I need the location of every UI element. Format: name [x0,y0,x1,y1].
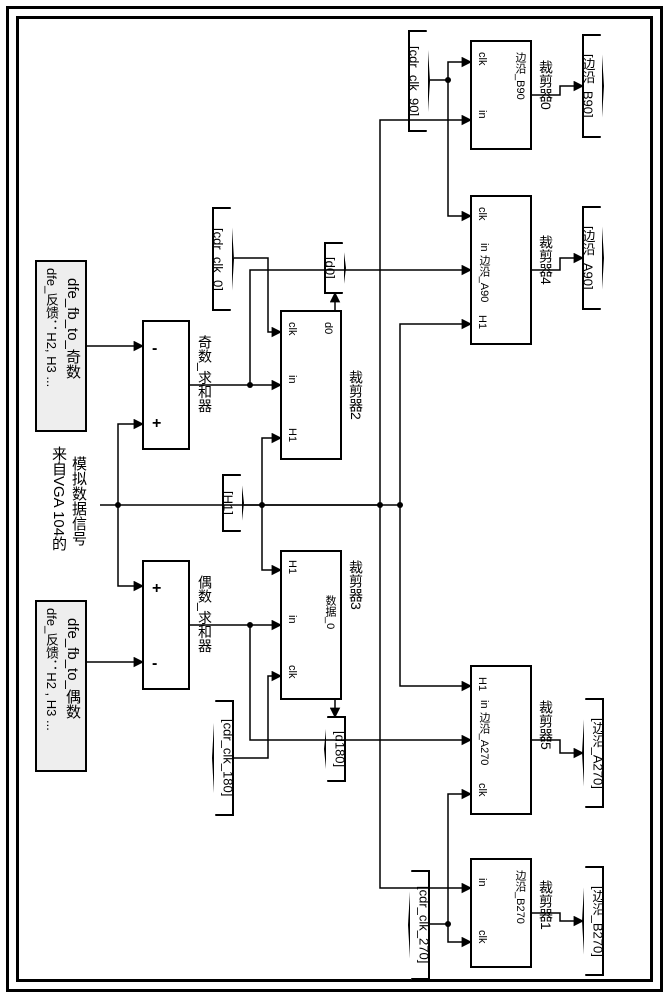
cdr-clk-270: [cdr_clk_270] [408,870,430,980]
edge-a270-tag: [边沿_A270] [582,698,604,808]
edge-b90-tag: [边沿_B90] [582,34,604,138]
slicer2-label: 裁剪器2 [346,370,366,420]
inner-frame [16,16,653,982]
dfe-fb-even-l2: dfe_fb_to_偶数 [62,618,83,719]
s3-out: 数据_0 [322,595,338,629]
s3-h1: H1 [286,560,298,574]
s4-h1: H1 [476,315,488,329]
odd-summer-label: 奇数_求和器 [195,335,215,413]
analog-l2: 模拟数据信号 [68,456,89,546]
dot [247,382,253,388]
s1-out: 边沿_B270 [512,870,528,924]
s3-clk: clk [286,665,298,678]
dot [445,77,451,83]
even-plus: + [152,580,161,598]
slicer1-label: 裁剪器1 [536,880,556,930]
s3-in: in [286,615,298,624]
analog-l1: 来自VGA 104的 [48,446,69,551]
even-summer [142,560,190,690]
even-minus: - [152,655,157,673]
dfe-fb-odd-l2: dfe_fb_to_奇数 [62,278,83,379]
slicer3-label: 裁剪器3 [346,560,366,610]
slicer4-label: 裁剪器4 [536,235,556,285]
s5-clk: clk [476,783,488,796]
s5-in: in 边沿_A270 [476,700,492,765]
s0-clk: clk [476,52,488,65]
edge-b270-tag: [边沿_B270] [582,866,604,976]
edge-a90-tag: [边沿_A90] [582,206,604,310]
d0-tag: [d0] [324,242,346,294]
s0-out: 边沿_B90 [512,52,528,100]
cdr-clk-180: [cdr_clk_180] [212,700,234,816]
d180-tag: [d180] [324,716,346,782]
dot [247,622,253,628]
s2-d0: d0 [322,322,334,334]
odd-plus: + [152,415,161,433]
even-summer-label: 偶数_求和器 [195,575,215,653]
slicer5-label: 裁剪器5 [536,700,556,750]
dot [259,502,265,508]
s0-in: in [476,110,488,119]
cdr-clk-90: [cdr_clk_90] [408,30,430,132]
s1-in: in [476,878,488,887]
dot [377,502,383,508]
h1-tag: [H1] [222,474,244,532]
s5-h1: H1 [476,677,488,691]
s4-in: in 边沿_A90 [476,243,492,302]
cdr-clk-0: [cdr_clk_0] [212,207,234,311]
s2-in: in [286,375,298,384]
dfe-fb-odd-l1: dfe_反馈：H2, H3 ... [42,268,61,387]
dot [115,502,121,508]
dfe-fb-even-l1: dfe_反馈：H2 , H3 ... [42,608,61,731]
slicer0-label: 裁剪器0 [536,60,556,110]
odd-minus: - [152,340,157,358]
dot [445,921,451,927]
s2-h1: H1 [286,428,298,442]
dot [397,502,403,508]
s1-clk: clk [476,930,488,943]
odd-summer [142,320,190,450]
s2-clk: clk [286,322,298,335]
s4-clk: clk [476,207,488,220]
